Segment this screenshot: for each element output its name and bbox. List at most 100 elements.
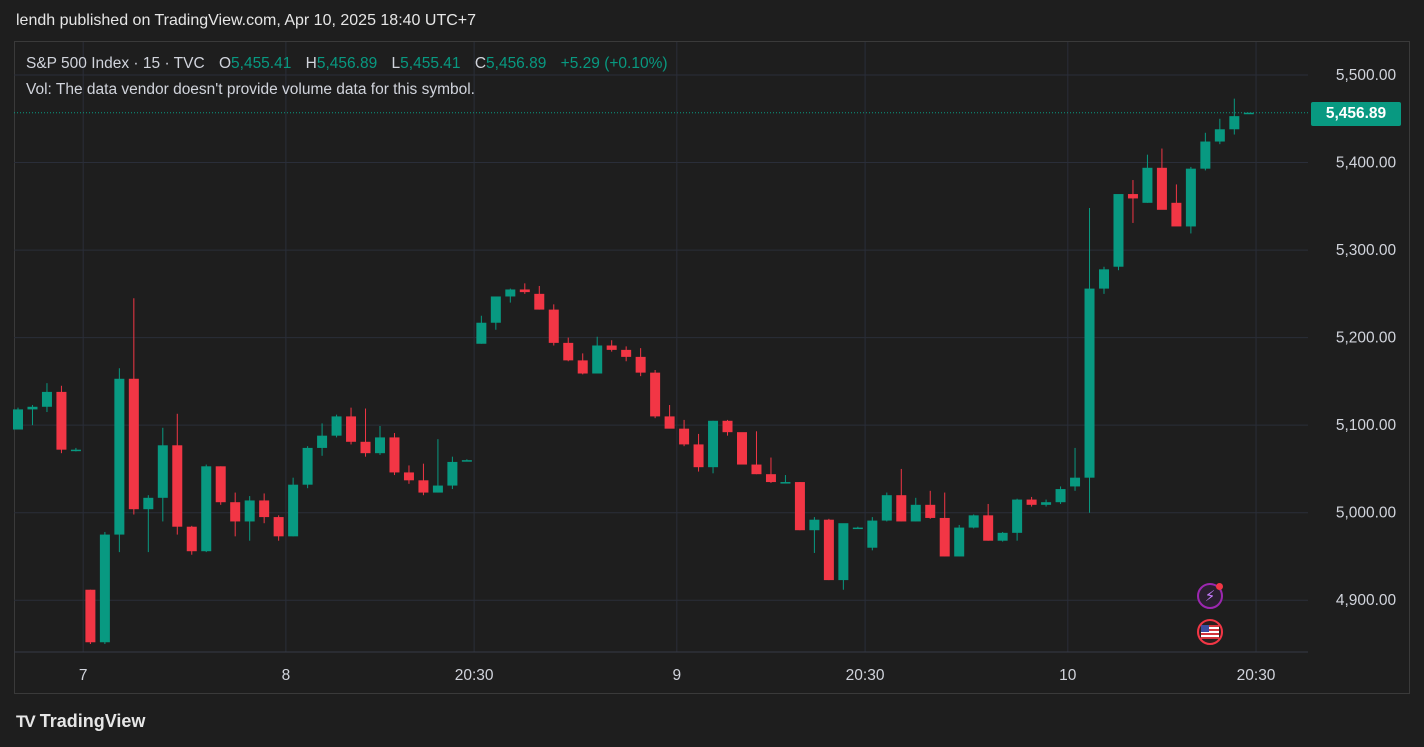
candle bbox=[375, 426, 385, 455]
series-legend[interactable]: S&P 500 Index · 15 · TVC O5,455.41 H5,45… bbox=[26, 55, 668, 73]
candle bbox=[418, 463, 429, 496]
candle bbox=[737, 432, 747, 465]
candle-body bbox=[230, 502, 241, 522]
candle-body bbox=[1171, 202, 1182, 227]
candle bbox=[1041, 499, 1052, 507]
candle-body bbox=[317, 435, 328, 448]
candle-body bbox=[1127, 194, 1138, 199]
candle-body bbox=[99, 534, 110, 643]
candle-body bbox=[375, 437, 385, 454]
candle-body bbox=[1185, 168, 1196, 227]
candle bbox=[534, 285, 545, 310]
volume-note: Vol: The data vendor doesn't provide vol… bbox=[26, 81, 475, 98]
candle-body bbox=[997, 532, 1008, 541]
candle bbox=[664, 405, 675, 429]
candle bbox=[519, 283, 530, 294]
candle bbox=[41, 383, 52, 413]
candle-body bbox=[389, 437, 400, 473]
candle bbox=[809, 517, 820, 553]
close-key: C bbox=[474, 55, 487, 72]
candle-body bbox=[1214, 129, 1225, 142]
candle-body bbox=[157, 445, 168, 498]
candle-body bbox=[548, 309, 559, 343]
candle bbox=[1229, 98, 1240, 135]
candle bbox=[230, 492, 241, 537]
x-tick-label: 8 bbox=[282, 667, 291, 684]
candle-body bbox=[302, 447, 313, 485]
candle-body bbox=[954, 527, 965, 557]
open-key: O bbox=[218, 55, 232, 72]
candle bbox=[172, 413, 183, 535]
candle bbox=[852, 526, 863, 530]
candle bbox=[331, 414, 342, 438]
candle bbox=[621, 346, 632, 362]
y-tick-label: 5,500.00 bbox=[1336, 67, 1397, 84]
candle bbox=[70, 447, 81, 452]
candle-body bbox=[172, 445, 183, 527]
candle bbox=[1084, 208, 1095, 513]
candle bbox=[128, 298, 139, 515]
x-tick-label: 10 bbox=[1059, 667, 1077, 684]
candle bbox=[13, 407, 23, 430]
candle-body bbox=[867, 520, 878, 548]
candle bbox=[751, 431, 762, 475]
x-tick-label: 9 bbox=[673, 667, 682, 684]
candle bbox=[1070, 447, 1081, 491]
candle-body bbox=[259, 500, 270, 518]
candle bbox=[490, 296, 501, 330]
candle-body bbox=[186, 526, 197, 552]
candle bbox=[606, 340, 617, 352]
candle-body bbox=[1200, 141, 1211, 169]
symbol-label[interactable]: S&P 500 Index · 15 · TVC bbox=[26, 55, 205, 72]
candle-body bbox=[852, 527, 863, 530]
candle bbox=[1185, 166, 1196, 234]
candle bbox=[346, 407, 357, 445]
candle-body bbox=[143, 497, 154, 510]
chart-pane[interactable] bbox=[14, 41, 1410, 694]
x-tick-label: 7 bbox=[79, 667, 88, 684]
candle bbox=[592, 336, 603, 374]
candle-body bbox=[939, 517, 950, 557]
candle-body bbox=[765, 474, 776, 483]
event-badge[interactable]: ⚡ bbox=[1197, 583, 1223, 609]
candle bbox=[867, 517, 878, 551]
candle-body bbox=[1026, 499, 1037, 505]
candle-body bbox=[1229, 116, 1240, 130]
candle-body bbox=[1012, 499, 1023, 533]
candle-body bbox=[1041, 502, 1052, 505]
candle-body bbox=[650, 372, 661, 417]
candle bbox=[143, 495, 154, 553]
candle bbox=[823, 518, 834, 581]
candle bbox=[794, 482, 805, 531]
candle bbox=[635, 348, 646, 377]
candle-body bbox=[27, 406, 38, 410]
candle bbox=[563, 337, 574, 362]
candle bbox=[577, 353, 588, 375]
candle bbox=[1026, 496, 1037, 507]
candle bbox=[1142, 154, 1153, 203]
candle-body bbox=[490, 296, 501, 323]
country-badge[interactable] bbox=[1197, 619, 1223, 645]
candle bbox=[1214, 118, 1225, 145]
candle-body bbox=[114, 378, 125, 535]
candle bbox=[244, 496, 255, 541]
x-tick-label: 20:30 bbox=[455, 667, 494, 684]
candle bbox=[939, 492, 950, 557]
candle bbox=[461, 459, 472, 462]
candle-body bbox=[201, 466, 212, 552]
candle-body bbox=[679, 428, 690, 445]
candle bbox=[881, 492, 892, 522]
candle-body bbox=[346, 416, 357, 442]
y-tick-label: 5,000.00 bbox=[1336, 505, 1397, 522]
y-tick-label: 5,300.00 bbox=[1336, 242, 1397, 259]
candle bbox=[1171, 184, 1182, 227]
low-key: L bbox=[391, 55, 401, 72]
candle-body bbox=[215, 466, 226, 503]
candle-body bbox=[794, 482, 805, 531]
candle-body bbox=[1113, 194, 1124, 267]
candle bbox=[693, 433, 704, 472]
candle-body bbox=[896, 495, 907, 522]
candle bbox=[983, 503, 994, 541]
tradingview-logo[interactable]: TV TradingView bbox=[16, 711, 145, 732]
